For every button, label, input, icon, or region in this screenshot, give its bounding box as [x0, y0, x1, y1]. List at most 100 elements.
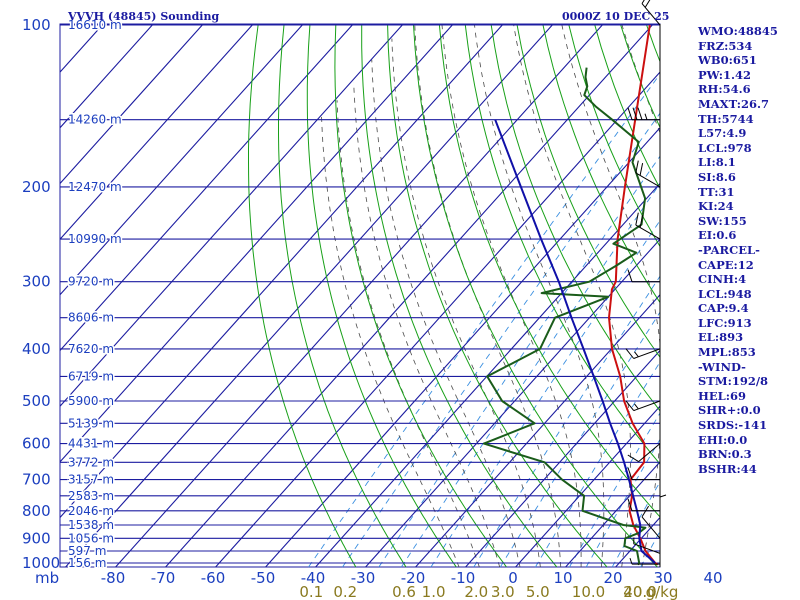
index-item: EL:893 [698, 330, 744, 345]
index-item: L57:4.9 [698, 126, 747, 141]
dry-adiabat-line [334, 24, 507, 568]
wind-barb-flag [641, 505, 650, 518]
mixing-ratio-line [535, 361, 661, 568]
isotherm-line [265, 127, 661, 568]
wind-barb-staff [638, 443, 661, 462]
wind-barb-flag [644, 0, 651, 8]
wind-barb-flag [627, 454, 639, 463]
isotherm-line [415, 294, 661, 568]
isotherm-line [65, 24, 553, 568]
dry-adiabat-line [568, 24, 661, 247]
temperature-tick-label: 10 [553, 569, 572, 587]
mixing-ratio-label: 3.0 [491, 583, 515, 600]
dry-adiabat-line [516, 24, 661, 358]
wind-barb [627, 107, 660, 121]
isotherm-line [165, 24, 653, 568]
index-item: SW:155 [698, 213, 747, 228]
indices-panel: WMO:48845 FRZ:534 WB0:651 PW:1.42 RH:54.6 MAX… [698, 24, 798, 476]
wind-barb [627, 443, 661, 463]
wind-barb [635, 212, 661, 240]
index-item: CINH:4 [698, 272, 747, 287]
wind-barb [627, 269, 660, 283]
pressure-tick-label: 700 [22, 471, 51, 489]
pressure-tick-label: 200 [22, 178, 51, 196]
isotherm-line [215, 71, 661, 568]
dry-adiabat-line [464, 24, 661, 465]
wind-barb [635, 160, 661, 188]
index-item: SI:8.6 [698, 169, 736, 184]
wind-barb-half-flag [659, 494, 667, 498]
wind-barb-flag [627, 269, 633, 282]
height-label: 6719 m [68, 369, 114, 383]
pressure-tick-label: 100 [22, 16, 51, 34]
dry-adiabat-line [413, 24, 658, 568]
pressure-tick-label: 900 [22, 529, 51, 547]
index-item: RH:54.6 [698, 82, 751, 97]
isotherm-line [59, 24, 403, 407]
mixing-ratio-label: 0.2 [333, 583, 357, 600]
mixing-ratio-line [611, 481, 661, 568]
mixing-ratio-label: 0.6 [392, 583, 416, 600]
wind-barb-half-flag [629, 557, 633, 565]
mixing-ratio-label: 1.0 [422, 583, 446, 600]
height-label: 14260 m [68, 113, 122, 127]
index-item: LI:8.1 [698, 155, 736, 170]
index-item: -PARCEL- [698, 242, 760, 257]
wind-barb-flag [637, 107, 643, 120]
dry-adiabat-line [387, 24, 608, 568]
height-label: 12470 m [68, 180, 122, 194]
temperature-tick-label: -40 [301, 569, 326, 587]
temperature-tick-label: -10 [451, 569, 476, 587]
index-item: LFC:913 [698, 315, 752, 330]
wind-barb-flag [625, 348, 635, 359]
height-label: 1538 m [68, 518, 114, 532]
pressure-tick-label: 500 [22, 392, 51, 410]
moist-adiabat-line [441, 24, 582, 567]
temperature-tick-label: 0 [508, 569, 518, 587]
mixing-ratio-label: 10.0 [572, 583, 605, 600]
index-item: SHR+:0.0 [698, 403, 761, 418]
wind-barb-flag [635, 160, 639, 173]
dry-adiabat-line [248, 24, 357, 568]
wind-barb-flag [632, 107, 638, 120]
height-label: 10990 m [68, 232, 122, 246]
mixing-ratio-label: 2.0 [464, 583, 488, 600]
isotherm-line [615, 517, 661, 568]
temperature-tick-label: 30 [653, 569, 672, 587]
wind-barb-half-flag [634, 351, 639, 358]
isotherm-line [59, 24, 153, 129]
dry-adiabat-line [542, 24, 661, 303]
mixing-ratio-label: 5.0 [526, 583, 550, 600]
wind-barb [625, 400, 661, 412]
wind-barb-half-flag [644, 113, 648, 120]
chart-title: VVVH (48845) Sounding [67, 10, 219, 23]
wind-barb-flag [641, 0, 645, 4]
moist-adiabat-line [391, 38, 541, 568]
isotherm-layer [59, 24, 661, 568]
wind-barb-flag [627, 498, 633, 511]
pressure-tick-label: 800 [22, 502, 51, 520]
temperature-tick-label: -80 [101, 569, 126, 587]
height-label: 2583 m [68, 489, 114, 503]
mixing-ratio-line [430, 220, 661, 568]
profile-layer [482, 24, 659, 566]
height-label: 3772 m [68, 455, 114, 469]
isotherm-line [59, 24, 303, 296]
wind-barb-flag [625, 400, 635, 411]
wind-barb-staff [633, 543, 661, 554]
index-item: CAP:9.4 [698, 301, 749, 316]
index-item: BSHR:44 [698, 461, 757, 476]
index-item: -WIND- [698, 359, 746, 374]
mixing-ratio-line [640, 531, 661, 568]
wind-barb [659, 494, 667, 525]
index-item: EHI:0.0 [698, 432, 748, 447]
wind-barb [641, 0, 661, 26]
moist-adiabat-line [474, 24, 605, 567]
pressure-unit-label: mb [35, 569, 59, 587]
moist-adiabat-line [641, 440, 661, 568]
index-item: TH:5744 [698, 111, 754, 126]
index-item: LCL:948 [698, 286, 752, 301]
isotherm-line [59, 24, 203, 184]
index-item: BRN:0.3 [698, 447, 752, 462]
